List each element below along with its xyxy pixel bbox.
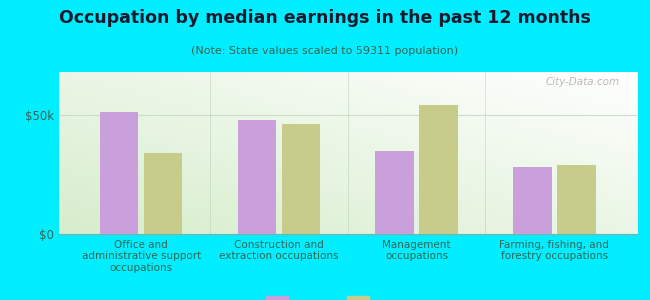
Bar [419,105,458,234]
Text: City-Data.com: City-Data.com [545,77,619,87]
Bar [513,167,552,234]
Text: (Note: State values scaled to 59311 population): (Note: State values scaled to 59311 popu… [192,46,458,56]
Bar [375,151,414,234]
Text: Occupation by median earnings in the past 12 months: Occupation by median earnings in the pas… [59,9,591,27]
Legend: 59311, Montana: 59311, Montana [266,299,430,300]
Bar [144,153,183,234]
Bar [100,112,138,234]
Bar [237,120,276,234]
Bar [281,124,320,234]
Bar [557,165,595,234]
